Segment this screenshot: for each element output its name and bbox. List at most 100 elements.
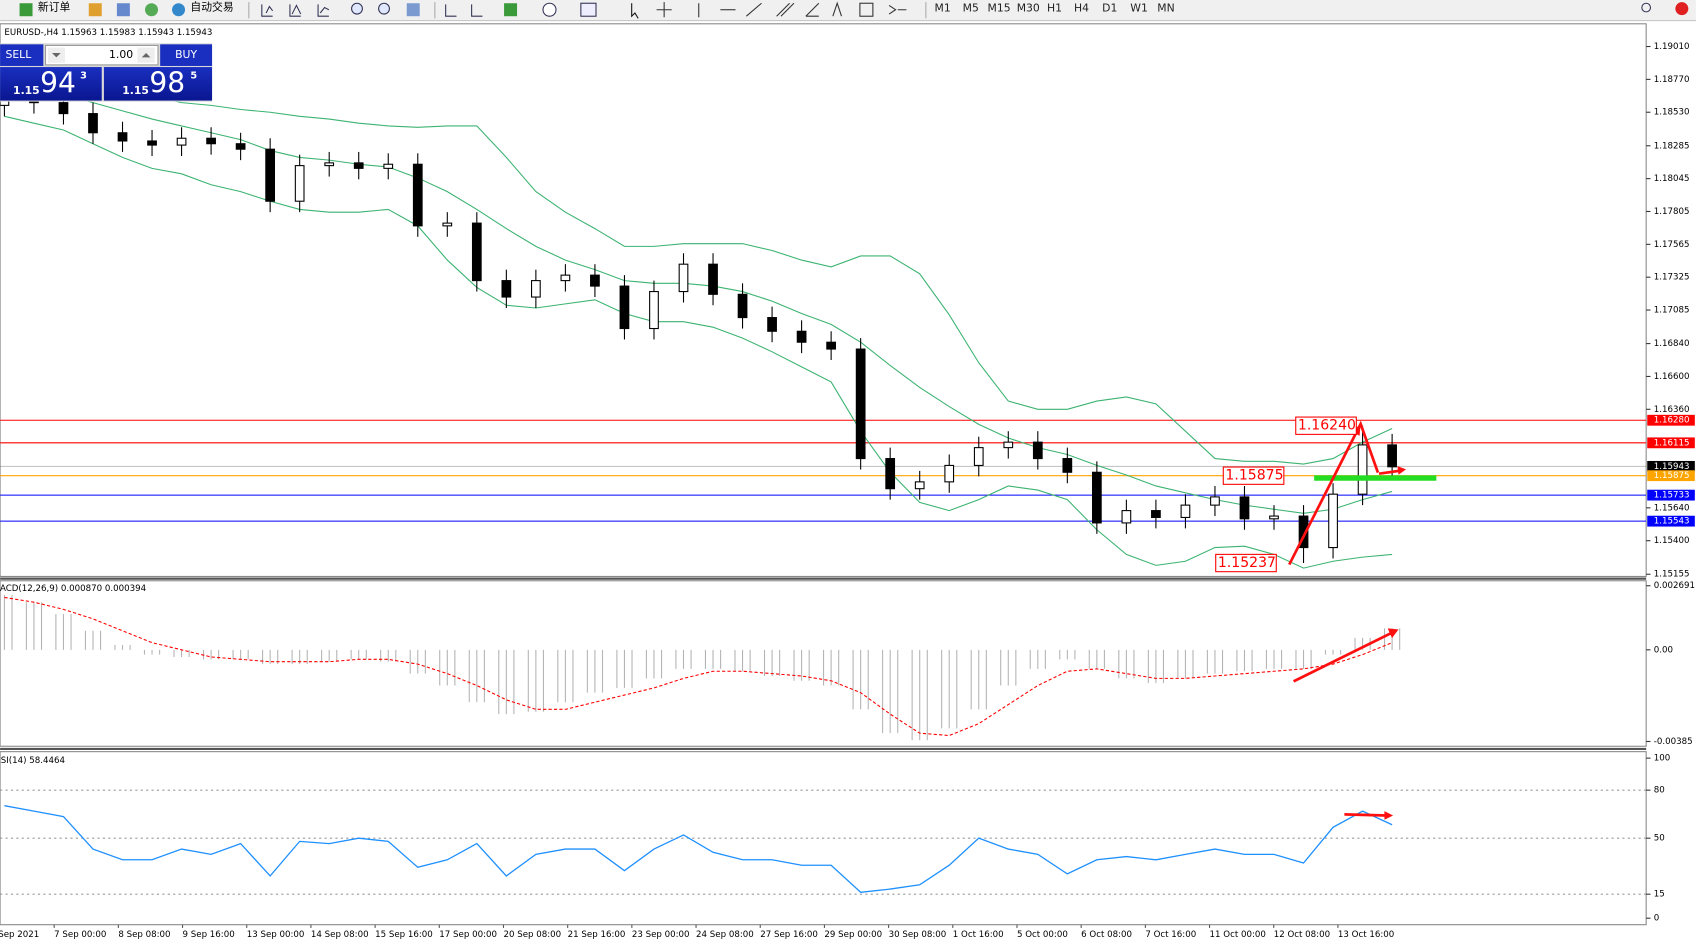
zoom-out[interactable]: [378, 2, 390, 15]
tool-icon[interactable]: [145, 3, 158, 17]
time-label: 6 Oct 08:00: [1081, 930, 1132, 940]
auto-trading-button[interactable]: 自动交易: [190, 0, 233, 14]
time-label: 12 Oct 08:00: [1274, 930, 1330, 940]
y-tick-label: 1.15640: [1654, 503, 1690, 513]
timeframe-button[interactable]: M5: [963, 2, 979, 15]
price-note-box: [1222, 466, 1285, 485]
time-label: 20 Sep 08:00: [503, 930, 561, 940]
price-note-box: [1295, 416, 1357, 435]
cursor-tool[interactable]: [631, 3, 639, 19]
candle-body: [501, 280, 512, 298]
fibo-tool[interactable]: [805, 2, 820, 17]
trend-arrow: [1378, 469, 1402, 476]
candle-body: [619, 285, 630, 330]
buy-button[interactable]: [160, 44, 213, 66]
candle-body: [147, 140, 157, 146]
candle-body: [914, 481, 925, 490]
macd-title: MACD(12,26,9) 0.000870 0.000394: [0, 584, 147, 594]
tool-icon[interactable]: [88, 3, 102, 17]
time-label: 7 Sep 00:00: [54, 930, 106, 940]
timeframe-button[interactable]: H4: [1074, 2, 1089, 15]
timeframe-button[interactable]: W1: [1130, 2, 1148, 15]
y-tick-label: 1.16360: [1654, 405, 1690, 415]
y-tick-label: 0.002691: [1654, 581, 1695, 591]
candle-body: [796, 330, 807, 343]
price-level-tag: [1647, 489, 1695, 501]
bid-quote[interactable]: [0, 67, 102, 101]
y-tick-label: 1.18285: [1654, 141, 1690, 151]
trend-arrow: [1292, 631, 1393, 683]
candle-body: [944, 464, 955, 483]
zoom-in[interactable]: [351, 2, 363, 15]
time-label: 30 Sep 08:00: [889, 930, 947, 940]
candle-body: [531, 280, 541, 298]
text-tool[interactable]: [832, 1, 843, 17]
price-note: 1.15237: [1218, 555, 1276, 571]
sell-label[interactable]: SELL: [5, 48, 31, 61]
candle-body: [442, 222, 453, 227]
candle-body: [235, 143, 246, 150]
candle-body: [649, 291, 659, 330]
y-tick-label: 100: [1654, 754, 1671, 764]
label-tool[interactable]: [859, 2, 874, 17]
y-tick-label: 1.15400: [1654, 536, 1690, 546]
candle-body: [324, 162, 335, 167]
crosshair-tool[interactable]: [656, 2, 672, 18]
price-level-label: 1.15733: [1654, 491, 1690, 501]
y-tick-label: -0.00385: [1654, 737, 1693, 747]
templates-icon[interactable]: [580, 2, 597, 17]
periods-icon[interactable]: [542, 2, 557, 17]
shift-icon[interactable]: [471, 4, 483, 17]
volume-value[interactable]: 1.00: [109, 48, 133, 61]
arrows-tool[interactable]: [888, 4, 907, 15]
support-marker: [1314, 475, 1437, 481]
band-upper: [4, 47, 1393, 465]
line-icon[interactable]: [317, 4, 330, 17]
indicators-icon[interactable]: [504, 3, 518, 17]
bid-big-figure: 1.15: [13, 84, 40, 97]
candle-icon[interactable]: [289, 4, 302, 17]
notification-icon[interactable]: [1675, 2, 1689, 16]
new-order-icon[interactable]: [19, 3, 33, 17]
channel-tool[interactable]: [776, 2, 795, 17]
y-tick-label: 1.17325: [1654, 273, 1690, 283]
tile-icon[interactable]: [406, 3, 420, 17]
candle-body: [885, 458, 896, 490]
candle-body: [1032, 441, 1043, 460]
candle-body: [855, 348, 866, 460]
drawn-objects: [1288, 420, 1437, 820]
y-tick-label: 1.18770: [1654, 75, 1690, 85]
new-order-button[interactable]: 新订单: [38, 0, 71, 14]
scroll-icon[interactable]: [445, 4, 457, 17]
timeframe-button[interactable]: H1: [1047, 2, 1062, 15]
bid-pips: 94: [40, 66, 76, 99]
candle-body: [412, 163, 423, 227]
bar-chart-icon[interactable]: [261, 4, 274, 17]
volume-field[interactable]: [44, 44, 159, 66]
macd-signal: [4, 596, 1393, 737]
candle-body: [1180, 504, 1191, 518]
main-pane: [0, 23, 1647, 577]
trendline-tool[interactable]: [745, 2, 762, 17]
candle-body: [353, 162, 364, 169]
timeframe-button[interactable]: M15: [988, 2, 1011, 15]
ask-quote[interactable]: [103, 67, 213, 101]
price-note-box: [1215, 553, 1277, 573]
buy-label[interactable]: BUY: [175, 48, 197, 61]
macd-plot: [3, 595, 1401, 741]
ask-big-figure: 1.15: [122, 84, 149, 97]
timeframe-button[interactable]: M1: [935, 2, 951, 15]
sell-button[interactable]: [0, 44, 44, 66]
timeframe-button[interactable]: M30: [1017, 2, 1040, 15]
candle-body: [826, 341, 836, 350]
auto-trading-icon[interactable]: [172, 3, 186, 17]
timeframe-button[interactable]: D1: [1102, 2, 1117, 15]
tool-icon[interactable]: [116, 3, 130, 17]
timeframe-button[interactable]: MN: [1157, 2, 1174, 15]
candle-body: [1062, 458, 1073, 473]
candle-body: [678, 263, 689, 293]
time-label: 15 Sep 16:00: [375, 930, 433, 940]
arrow-head: [1387, 628, 1399, 639]
search-icon[interactable]: [1641, 2, 1652, 13]
candle-body: [471, 222, 482, 282]
